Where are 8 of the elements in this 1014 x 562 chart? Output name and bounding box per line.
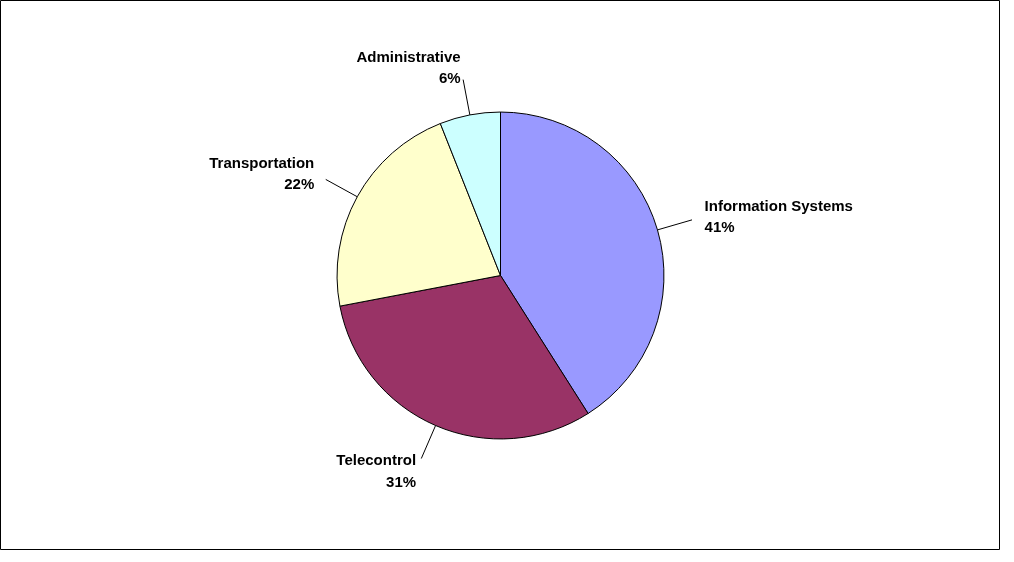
slice-label: Telecontrol <box>336 451 417 469</box>
slice-label: Transportation <box>209 154 315 172</box>
data-label: 31% <box>386 472 417 490</box>
data-label: 22% <box>284 175 315 193</box>
data-label: 6% <box>439 68 461 86</box>
slice-label: Administrative <box>356 47 461 65</box>
slice-label: Information Systems <box>704 197 853 215</box>
data-label: 41% <box>704 218 735 236</box>
